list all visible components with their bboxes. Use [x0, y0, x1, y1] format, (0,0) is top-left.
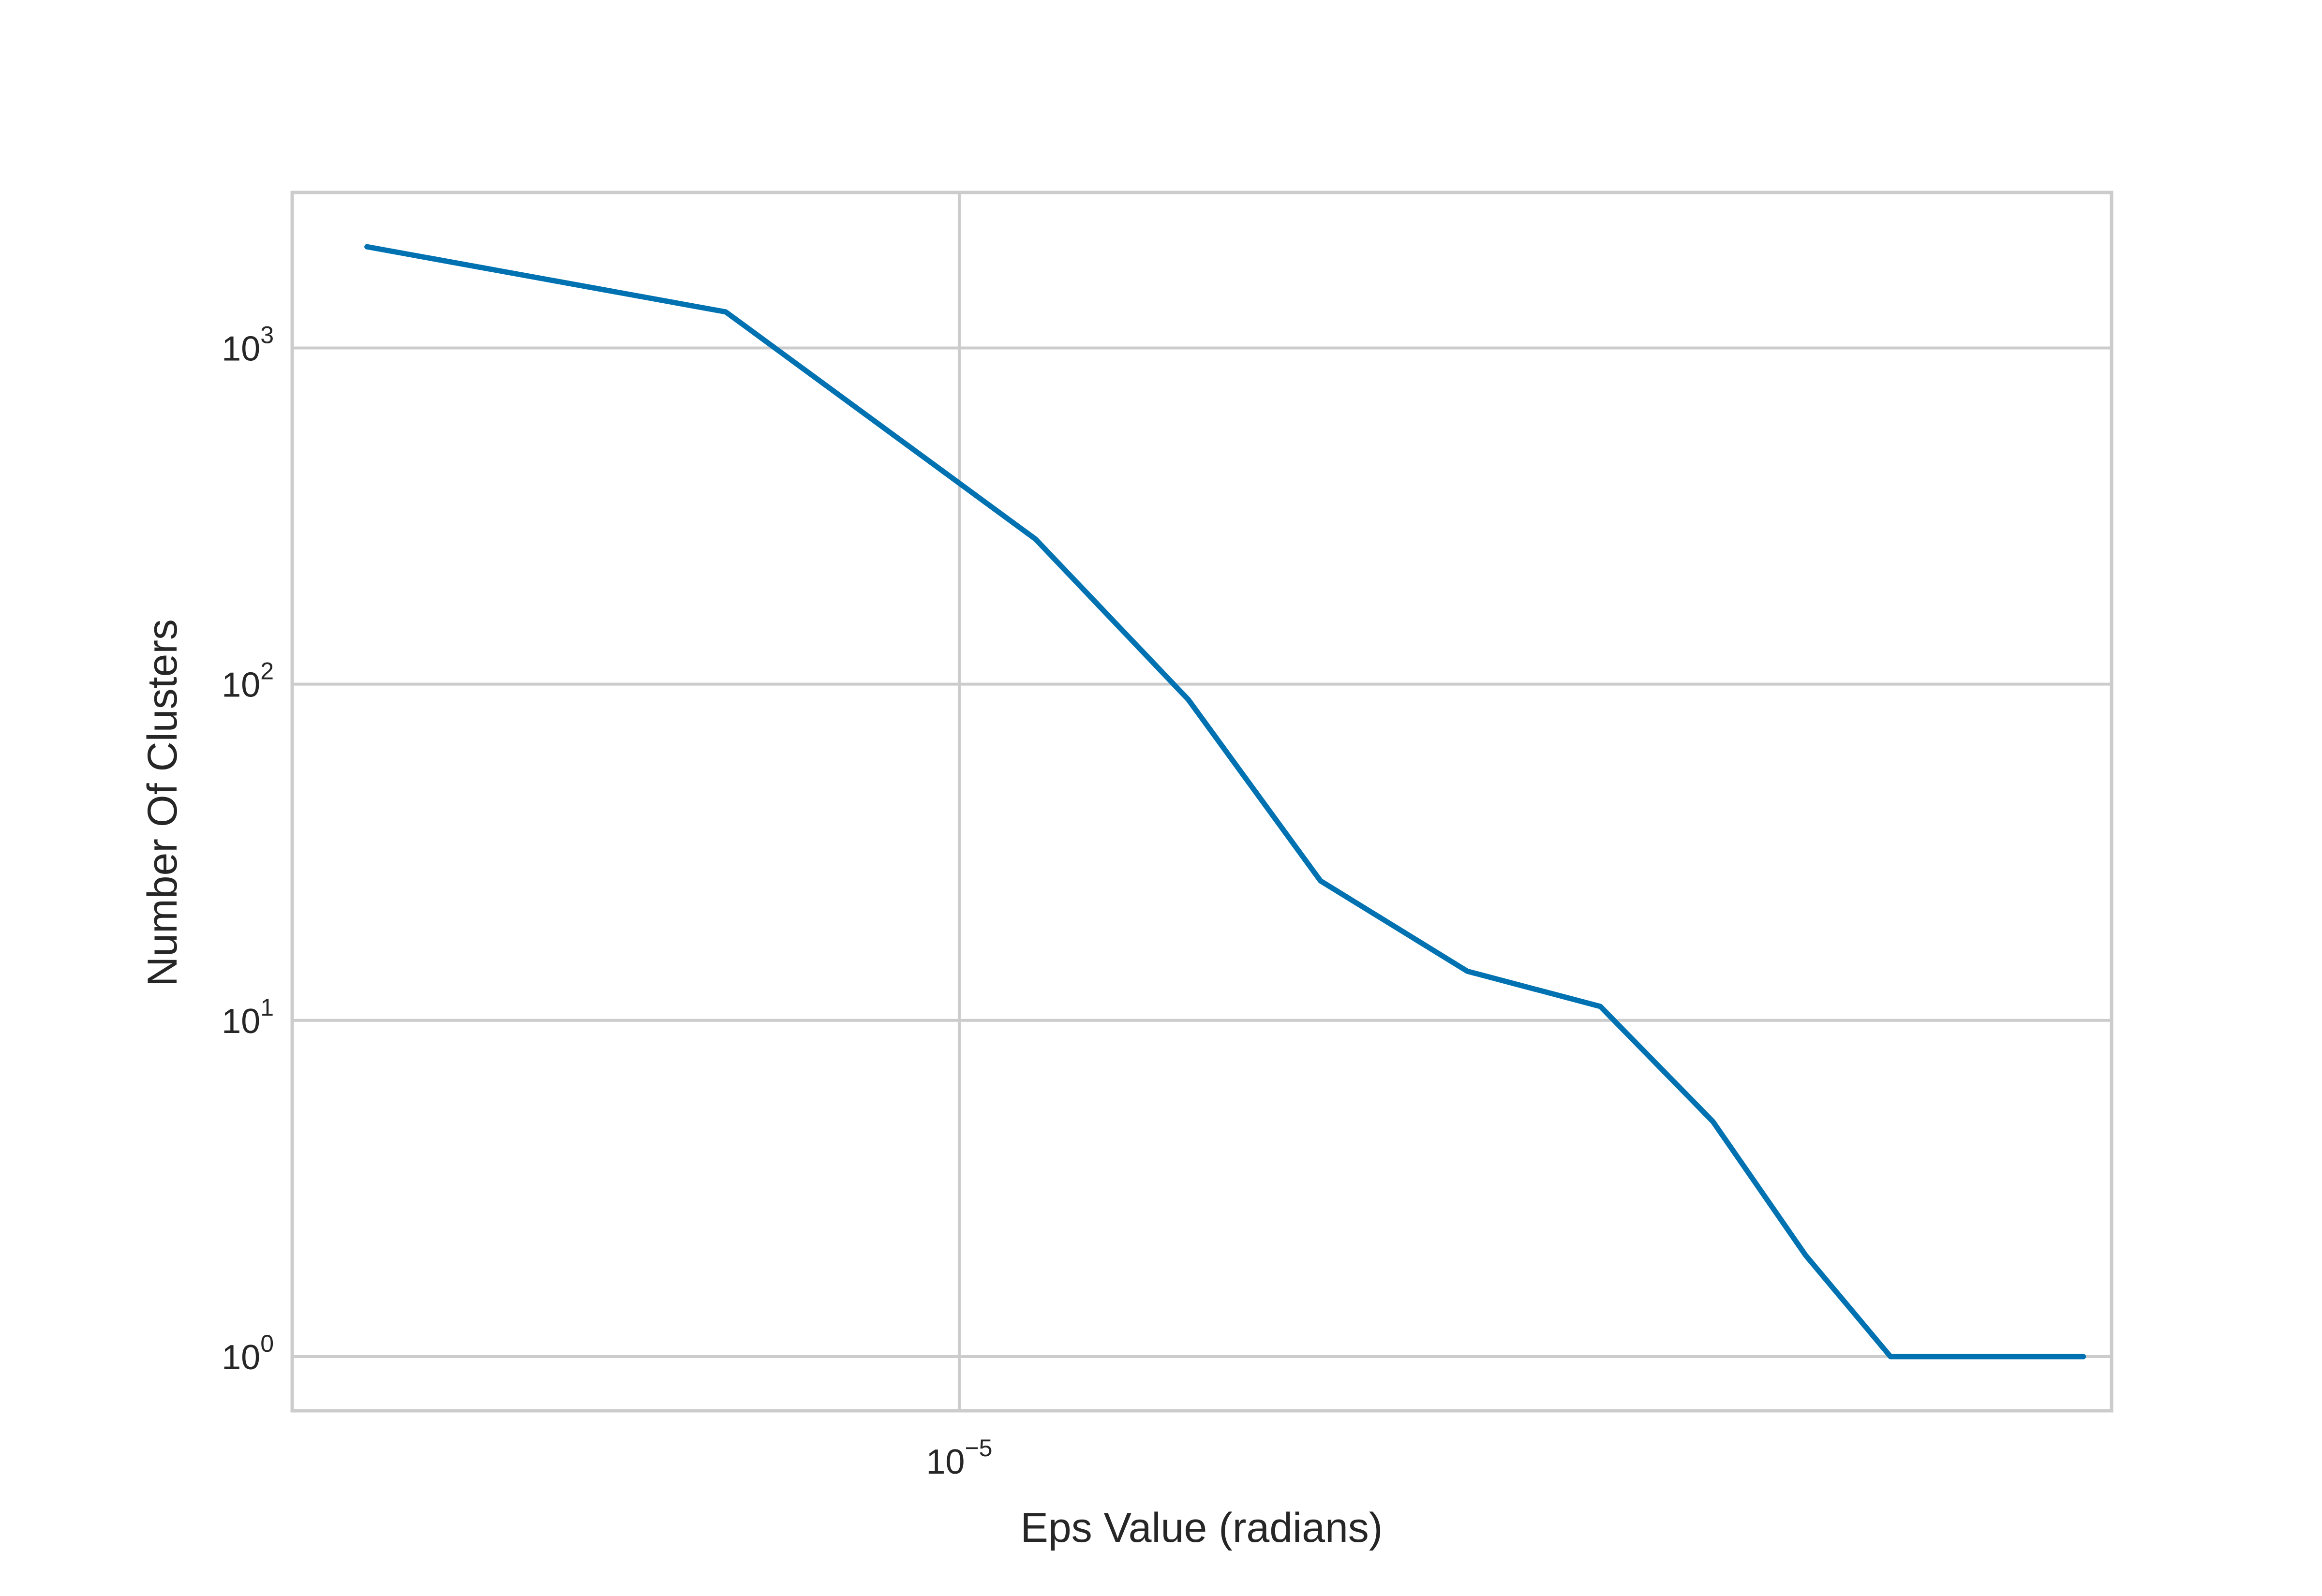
series-line	[364, 244, 2086, 1360]
x-axis-label: Eps Value (radians)	[1021, 1505, 1383, 1551]
plot-frame	[290, 191, 2114, 1413]
plot-background	[292, 192, 2112, 1411]
y-tick-label: 101	[222, 994, 274, 1041]
y-tick-label: 103	[222, 321, 274, 368]
y-tick-label: 100	[222, 1330, 274, 1377]
y-axis-label: Number Of Clusters	[139, 619, 186, 987]
tick-labels: 100 101 102 103 10−5	[222, 321, 992, 1481]
y-tick-label: 102	[222, 658, 274, 705]
x-tick-label: 10−5	[926, 1434, 992, 1481]
grid	[292, 192, 2112, 1411]
